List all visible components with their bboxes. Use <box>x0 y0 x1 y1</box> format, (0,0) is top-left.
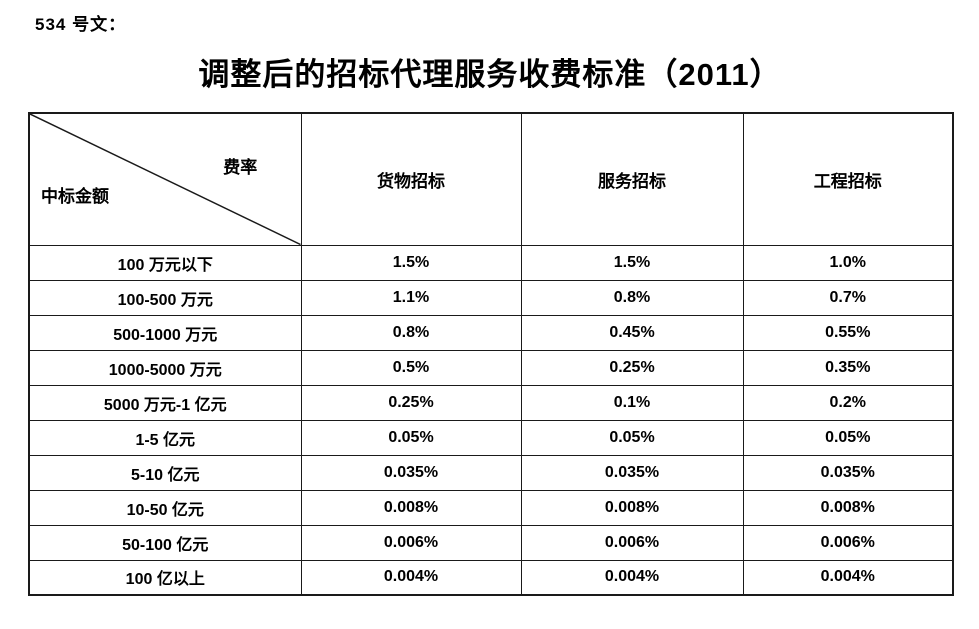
diagonal-divider-line <box>30 114 301 245</box>
fee-rate-cell: 0.2% <box>742 384 954 421</box>
table-row: 50-100 亿元 0.006% 0.006% 0.006% <box>28 524 954 561</box>
table-row: 1-5 亿元 0.05% 0.05% 0.05% <box>28 419 954 456</box>
fee-rate-cell: 0.05% <box>300 419 522 456</box>
fee-rate-cell: 0.006% <box>742 524 954 561</box>
fee-rate-cell: 0.25% <box>300 384 522 421</box>
table-row: 10-50 亿元 0.008% 0.008% 0.008% <box>28 489 954 526</box>
fee-rate-cell: 0.004% <box>742 559 954 596</box>
corner-label-bid-amount: 中标金额 <box>41 186 109 206</box>
fee-rate-cell: 0.1% <box>520 384 744 421</box>
column-header-services: 服务招标 <box>520 112 744 246</box>
table-row: 500-1000 万元 0.8% 0.45% 0.55% <box>28 314 954 351</box>
fee-rate-cell: 0.035% <box>742 454 954 491</box>
row-label-amount-range: 10-50 亿元 <box>28 489 302 526</box>
fee-rate-cell: 0.008% <box>300 489 522 526</box>
table-row: 100 亿以上 0.004% 0.004% 0.004% <box>28 559 954 596</box>
fee-rate-cell: 0.004% <box>300 559 522 596</box>
fee-rate-cell: 0.006% <box>520 524 744 561</box>
row-label-amount-range: 1000-5000 万元 <box>28 349 302 386</box>
fee-rate-cell: 0.8% <box>300 314 522 351</box>
fee-table-body: 100 万元以下 1.5% 1.5% 1.0% 100-500 万元 1.1% 0.8% 0.… <box>28 244 954 596</box>
header-row: 费率 中标金额 货物招标 服务招标 工程招标 <box>28 112 954 246</box>
fee-rate-cell: 0.8% <box>520 279 744 316</box>
fee-rate-cell: 0.7% <box>742 279 954 316</box>
fee-rate-cell: 0.55% <box>742 314 954 351</box>
fee-rate-cell: 0.25% <box>520 349 744 386</box>
row-label-amount-range: 50-100 亿元 <box>28 524 302 561</box>
fee-rate-cell: 0.008% <box>520 489 744 526</box>
fee-rate-cell: 0.035% <box>300 454 522 491</box>
table-row: 100 万元以下 1.5% 1.5% 1.0% <box>28 244 954 281</box>
row-label-amount-range: 100-500 万元 <box>28 279 302 316</box>
column-header-goods: 货物招标 <box>300 112 522 246</box>
table-row: 100-500 万元 1.1% 0.8% 0.7% <box>28 279 954 316</box>
fee-rate-cell: 1.0% <box>742 244 954 281</box>
fee-rate-cell: 0.008% <box>742 489 954 526</box>
fee-rate-cell: 0.5% <box>300 349 522 386</box>
column-header-engineering: 工程招标 <box>742 112 954 246</box>
row-label-amount-range: 5-10 亿元 <box>28 454 302 491</box>
fee-schedule-table: 费率 中标金额 货物招标 服务招标 工程招标 100 万元以下 1.5% 1.5% 1… <box>28 112 954 596</box>
document-number-label: 534 号文： <box>35 15 127 34</box>
table-row: 1000-5000 万元 0.5% 0.25% 0.35% <box>28 349 954 386</box>
fee-rate-cell: 0.004% <box>520 559 744 596</box>
fee-rate-cell: 0.05% <box>520 419 744 456</box>
table-row: 5-10 亿元 0.035% 0.035% 0.035% <box>28 454 954 491</box>
fee-rate-cell: 1.5% <box>300 244 522 281</box>
table-row: 5000 万元-1 亿元 0.25% 0.1% 0.2% <box>28 384 954 421</box>
fee-rate-cell: 0.45% <box>520 314 744 351</box>
corner-header-cell: 费率 中标金额 <box>28 112 302 246</box>
fee-rate-cell: 1.5% <box>520 244 744 281</box>
row-label-amount-range: 1-5 亿元 <box>28 419 302 456</box>
corner-label-fee-rate: 费率 <box>223 158 258 178</box>
fee-rate-cell: 1.1% <box>300 279 522 316</box>
row-label-amount-range: 100 万元以下 <box>28 244 302 281</box>
page-title: 调整后的招标代理服务收费标准（2011） <box>198 57 782 92</box>
fee-rate-cell: 0.035% <box>520 454 744 491</box>
fee-rate-cell: 0.35% <box>742 349 954 386</box>
row-label-amount-range: 5000 万元-1 亿元 <box>28 384 302 421</box>
row-label-amount-range: 100 亿以上 <box>28 559 302 596</box>
fee-rate-cell: 0.05% <box>742 419 954 456</box>
row-label-amount-range: 500-1000 万元 <box>28 314 302 351</box>
fee-rate-cell: 0.006% <box>300 524 522 561</box>
